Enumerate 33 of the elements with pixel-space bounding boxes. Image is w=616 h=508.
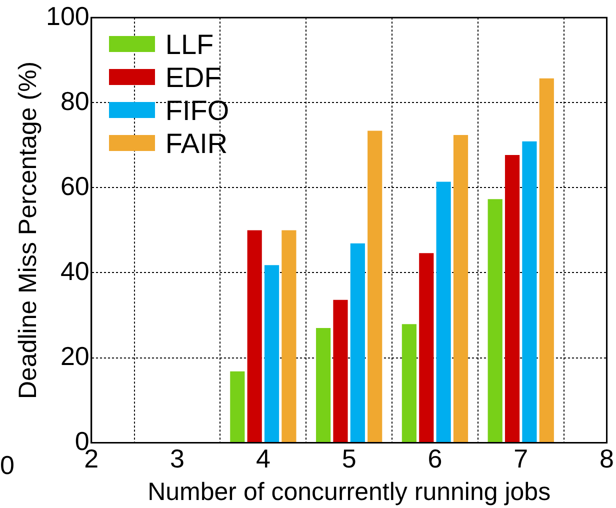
bar [522, 141, 537, 442]
x-tick-label: 3 [170, 444, 185, 474]
bar [419, 253, 434, 442]
bar [539, 78, 554, 442]
bar [230, 371, 245, 442]
x-tick-label: 6 [428, 444, 442, 474]
bar [247, 230, 262, 442]
bar [316, 328, 331, 442]
bar [436, 182, 451, 442]
bar [350, 243, 365, 442]
x-axis-title: Number of concurrently running jobs [148, 478, 551, 506]
y-tick-label: 40 [60, 256, 90, 286]
y-tick-label: 80 [60, 86, 90, 116]
bar [264, 265, 280, 442]
x-tick-label: 8 [600, 444, 614, 474]
bar [333, 300, 348, 442]
legend-label: FAIR [165, 126, 228, 160]
x-tick-label: 4 [256, 444, 270, 474]
bar [504, 154, 520, 442]
y-axis-title: Deadline Miss Percentage (%) [14, 61, 42, 400]
x-tick-label: 5 [342, 444, 356, 474]
text: 0 [0, 450, 14, 481]
y-tick-label: 60 [60, 170, 90, 201]
legend-label: EDF [165, 60, 222, 94]
bar [282, 230, 296, 442]
y-tick-label: 20 [60, 340, 90, 371]
bar [453, 134, 468, 442]
y-tick-label: 100 [46, 0, 90, 31]
bar [368, 130, 382, 442]
legend-label: LLF [165, 28, 214, 61]
bar [488, 199, 502, 442]
x-tick-label: 7 [514, 444, 528, 474]
bar [402, 324, 417, 442]
